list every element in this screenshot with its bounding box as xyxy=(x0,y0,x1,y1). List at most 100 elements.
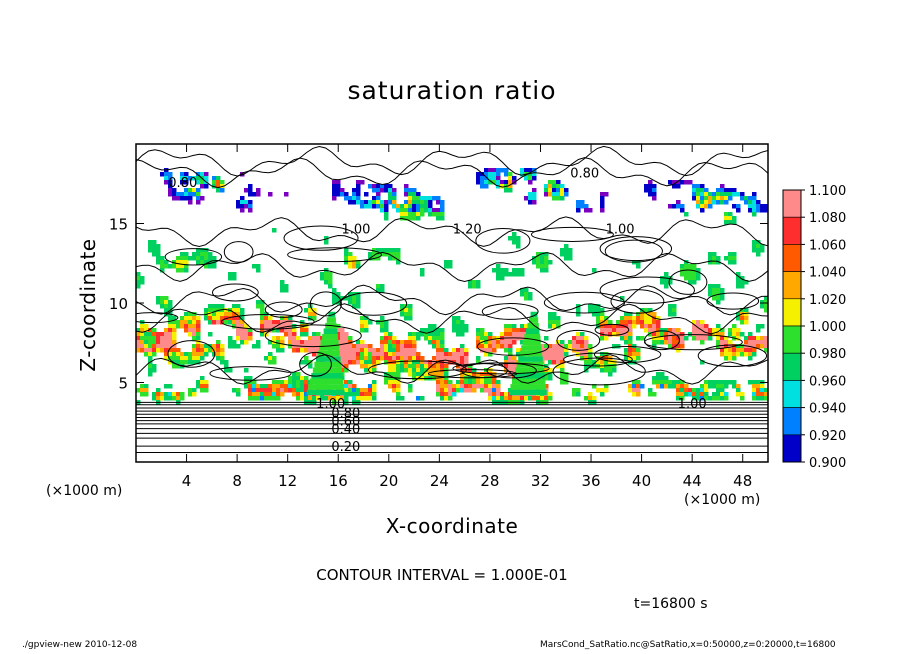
field-cell xyxy=(176,392,181,397)
field-cell xyxy=(304,380,309,385)
field-cell xyxy=(648,312,653,317)
field-cell xyxy=(748,200,753,205)
field-cell xyxy=(396,260,401,265)
field-cell xyxy=(184,172,189,177)
contour-label: 0.80 xyxy=(570,167,599,182)
field-cell xyxy=(168,316,173,321)
field-cell xyxy=(164,176,169,181)
field-cell xyxy=(436,332,441,337)
field-cell xyxy=(284,388,289,393)
field-cell xyxy=(136,284,141,289)
field-cell xyxy=(152,348,157,353)
field-cell xyxy=(544,352,549,357)
field-cell xyxy=(384,212,389,217)
field-cell xyxy=(400,208,405,213)
field-cell xyxy=(396,204,401,209)
field-cell xyxy=(176,356,181,361)
field-cell xyxy=(348,380,353,385)
field-cell xyxy=(516,332,521,337)
field-cell xyxy=(592,304,597,309)
colorbar-swatch xyxy=(782,216,802,245)
field-cell xyxy=(372,380,377,385)
field-cell xyxy=(692,280,697,285)
field-cell xyxy=(156,296,161,301)
plume-cell xyxy=(516,361,544,368)
field-cell xyxy=(676,388,681,393)
field-cell xyxy=(416,336,421,341)
field-cell xyxy=(468,384,473,389)
field-cell xyxy=(652,324,657,329)
field-cell xyxy=(216,348,221,353)
field-cell xyxy=(708,284,713,289)
field-cell xyxy=(464,372,469,377)
field-cell xyxy=(288,376,293,381)
field-cell xyxy=(712,288,717,293)
field-cell xyxy=(164,384,169,389)
field-cell xyxy=(748,208,753,213)
contour-loop xyxy=(209,366,292,381)
field-cell xyxy=(172,336,177,341)
field-cell xyxy=(308,336,313,341)
field-cell xyxy=(740,348,745,353)
field-cell xyxy=(388,352,393,357)
field-cell xyxy=(620,320,625,325)
field-cell xyxy=(708,380,713,385)
field-cell xyxy=(640,336,645,341)
field-cell xyxy=(180,396,185,401)
field-cell xyxy=(564,256,569,261)
field-cell xyxy=(200,196,205,201)
field-cell xyxy=(400,356,405,361)
field-cell xyxy=(508,396,513,401)
field-cell xyxy=(180,360,185,365)
field-cell xyxy=(388,372,393,377)
contour-loop xyxy=(460,363,508,379)
field-cell xyxy=(356,264,361,269)
field-cell xyxy=(272,320,277,325)
field-cell xyxy=(360,200,365,205)
field-cell xyxy=(156,332,161,337)
field-cell xyxy=(636,356,641,361)
field-cell xyxy=(268,356,273,361)
field-cell xyxy=(660,380,665,385)
field-cell xyxy=(204,252,209,257)
field-cell xyxy=(660,280,665,285)
field-cell xyxy=(344,368,349,373)
field-cell xyxy=(292,376,297,381)
field-cell xyxy=(244,340,249,345)
field-cell xyxy=(464,348,469,353)
field-cell xyxy=(168,340,173,345)
field-cell xyxy=(196,360,201,365)
field-cell xyxy=(432,336,437,341)
contour-loop xyxy=(644,330,680,351)
plume-cell xyxy=(312,367,342,373)
field-cell xyxy=(260,332,265,337)
field-cell xyxy=(360,348,365,353)
field-cell xyxy=(168,328,173,333)
field-cell xyxy=(472,384,477,389)
field-cell xyxy=(596,308,601,313)
field-cell xyxy=(288,316,293,321)
contour-loop xyxy=(164,248,223,266)
field-cell xyxy=(168,356,173,361)
field-cell xyxy=(600,352,605,357)
field-cell xyxy=(416,356,421,361)
field-cell xyxy=(348,200,353,205)
field-cell xyxy=(696,324,701,329)
field-cell xyxy=(392,356,397,361)
field-cell xyxy=(400,340,405,345)
field-cell xyxy=(588,344,593,349)
field-cell xyxy=(208,316,213,321)
field-cell xyxy=(172,364,177,369)
field-cell xyxy=(208,332,213,337)
field-cell xyxy=(432,344,437,349)
field-cell xyxy=(592,312,597,317)
field-cell xyxy=(276,340,281,345)
field-cell xyxy=(720,336,725,341)
field-cell xyxy=(452,388,457,393)
field-cell xyxy=(600,196,605,201)
field-cell xyxy=(420,364,425,369)
field-cell xyxy=(268,324,273,329)
field-cell xyxy=(348,264,353,269)
field-cell xyxy=(500,268,505,273)
field-cell xyxy=(408,204,413,209)
